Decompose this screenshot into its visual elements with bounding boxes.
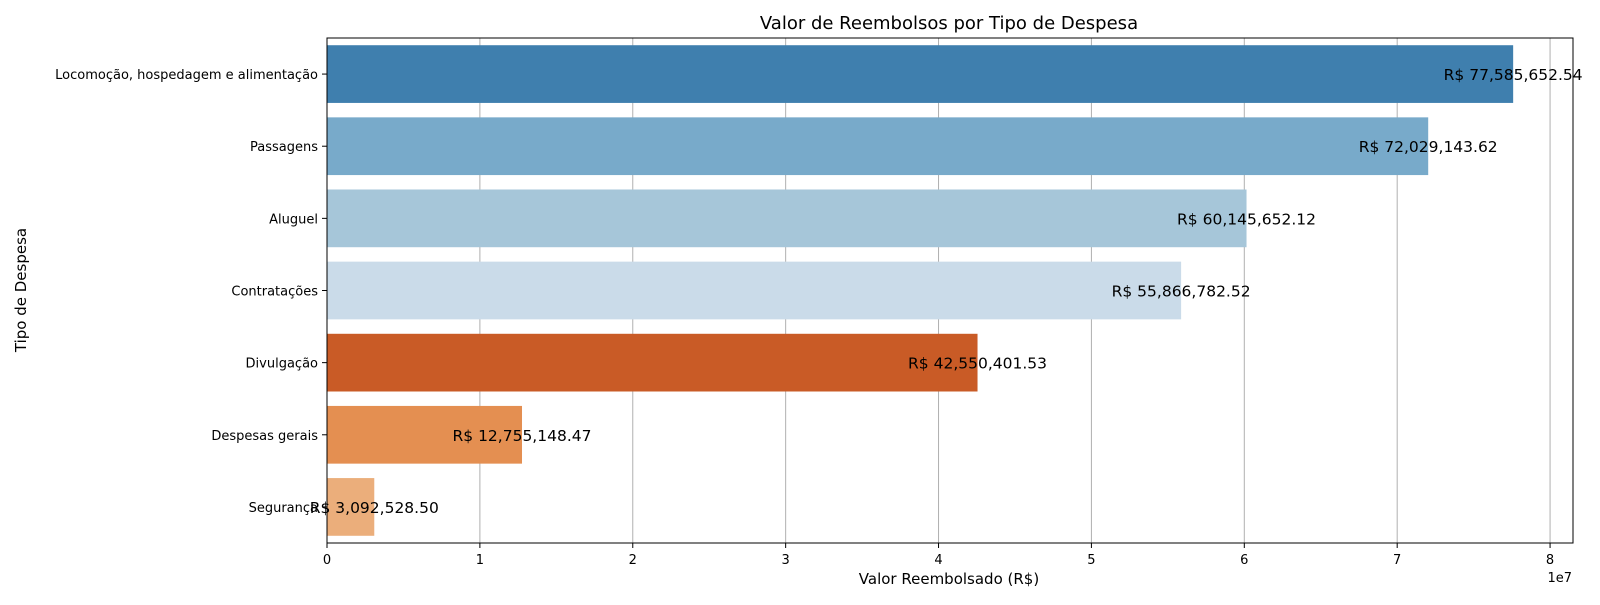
y-axis-label: Tipo de Despesa (12, 228, 30, 353)
bar (327, 45, 1514, 103)
category-labels: Locomoção, hospedagem e alimentação Passa… (55, 68, 327, 516)
bar (327, 189, 1247, 248)
x-tick-label: 5 (1087, 553, 1095, 568)
bar (327, 478, 375, 536)
x-tick-label: 7 (1393, 553, 1401, 568)
bar (327, 117, 1429, 176)
bar-value-label: R$ 12,755,148.47 (453, 427, 592, 445)
bar-value-label: R$ 72,029,143.62 (1359, 138, 1498, 156)
x-axis-ticks: 0 1 2 3 4 5 6 7 8 (323, 543, 1554, 568)
bar-value-label: R$ 42,550,401.53 (908, 355, 1047, 373)
bar-value-label: R$ 55,866,782.52 (1112, 283, 1251, 301)
category-label: Locomoção, hospedagem e alimentação (55, 68, 318, 83)
x-tick-label: 6 (1240, 553, 1248, 568)
bar-value-label: R$ 3,092,528.50 (310, 499, 439, 517)
category-label: Despesas gerais (211, 429, 318, 444)
chart-title: Valor de Reembolsos por Tipo de Despesa (760, 13, 1138, 34)
category-label: Divulgação (246, 357, 318, 372)
x-tick-label: 1 (476, 553, 484, 568)
x-tick-label: 3 (782, 553, 790, 568)
bar (327, 333, 978, 392)
bar (327, 405, 523, 464)
plot-frame (326, 37, 1574, 544)
category-label: Passagens (250, 140, 318, 155)
x-tick-label: 8 (1546, 553, 1554, 568)
category-label: Contratações (231, 285, 318, 300)
x-axis-label: Valor Reembolsado (R$) (859, 570, 1039, 588)
category-label: Segurança (249, 501, 318, 516)
x-tick-label: 2 (629, 553, 637, 568)
bar (327, 261, 1182, 320)
bar-value-label: R$ 77,585,652.54 (1444, 66, 1583, 84)
bars (327, 45, 1514, 536)
x-tick-label: 0 (323, 553, 331, 568)
data-labels: R$ 77,585,652.54 R$ 72,029,143.62 R$ 60,14… (310, 66, 1583, 517)
x-axis-offset-text: 1e7 (1547, 571, 1572, 586)
x-tick-label: 4 (934, 553, 942, 568)
bar-value-label: R$ 60,145,652.12 (1177, 210, 1316, 228)
category-label: Aluguel (269, 212, 318, 227)
